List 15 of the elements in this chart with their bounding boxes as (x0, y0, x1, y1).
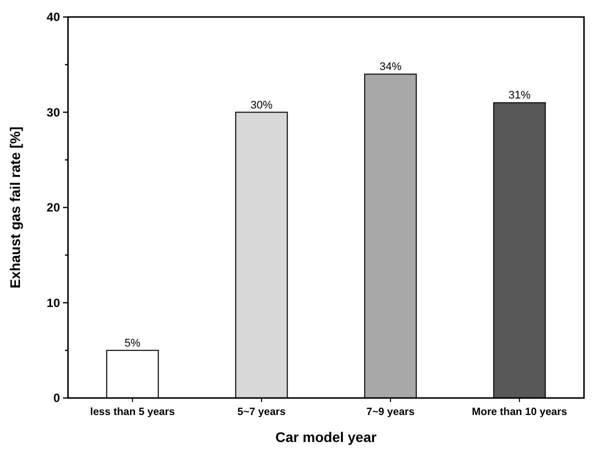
x-tick-label: 5~7 years (237, 406, 286, 418)
y-tick-label: 20 (46, 200, 60, 215)
x-tick-label: less than 5 years (90, 406, 175, 418)
data-label: 34% (379, 61, 402, 74)
y-axis-title: Exhaust gas fail rate [%] (7, 126, 23, 288)
x-tick-label: 7~9 years (366, 406, 415, 418)
y-tick-label: 40 (46, 10, 60, 24)
y-tick-label: 10 (46, 296, 60, 310)
data-label: 31% (508, 90, 531, 102)
y-tick-label: 30 (46, 105, 60, 120)
y-tick-label: 0 (53, 391, 60, 406)
x-tick-label: More than 10 years (472, 406, 568, 418)
x-axis-title: Car model year (275, 429, 378, 445)
data-label: 5% (124, 337, 141, 350)
data-label: 30% (250, 99, 273, 112)
